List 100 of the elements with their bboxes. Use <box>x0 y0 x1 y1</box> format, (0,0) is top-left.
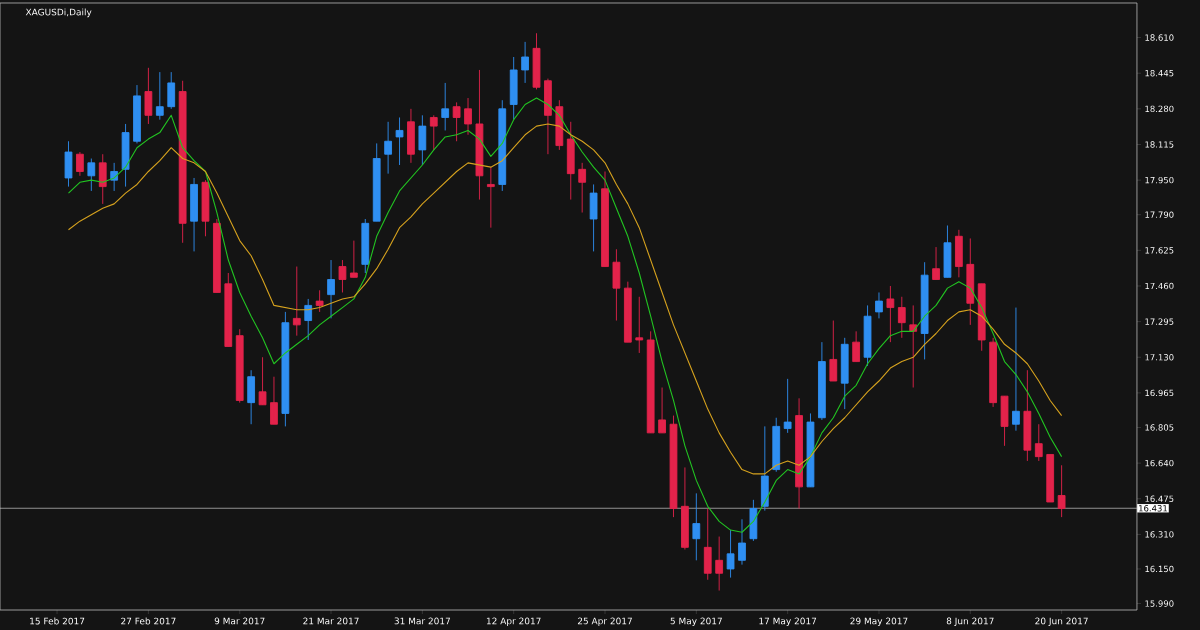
candlestick <box>1057 464 1066 518</box>
x-tick-label: 20 Jun 2017 <box>1035 617 1088 626</box>
candlestick <box>418 114 427 166</box>
x-tick-label: 29 May 2017 <box>850 617 908 627</box>
candlestick <box>498 99 507 192</box>
y-tick-label: 17.625 <box>1145 247 1174 254</box>
candlestick <box>658 387 666 434</box>
x-tick-label: 17 May 2017 <box>759 617 817 627</box>
candlestick <box>544 78 552 155</box>
candlestick <box>623 281 632 343</box>
candlestick <box>521 41 529 84</box>
x-tick-label: 15 Feb 2017 <box>30 617 85 625</box>
y-tick-label: 17.295 <box>1145 318 1174 325</box>
candlestick <box>509 56 518 121</box>
candlestick <box>932 246 940 280</box>
y-tick-label: 17.790 <box>1145 211 1174 218</box>
candlestick <box>167 71 176 110</box>
candlestick <box>1046 454 1055 503</box>
candlestick <box>1012 307 1020 432</box>
x-tick-label: 12 Apr 2017 <box>486 617 541 627</box>
y-tick-label: 18.115 <box>1145 141 1174 148</box>
x-tick-label: 31 Mar 2017 <box>394 617 450 625</box>
candlestick <box>852 330 861 363</box>
candlestick <box>361 218 370 274</box>
candlestick <box>350 240 358 278</box>
candlestick <box>155 71 164 121</box>
candlestick <box>818 341 826 421</box>
candlestick <box>886 285 895 343</box>
candlestick <box>783 378 792 434</box>
x-tick-label: 21 Mar 2017 <box>303 617 359 625</box>
y-tick-label: 15.990 <box>1145 600 1174 607</box>
candlestick <box>612 248 621 321</box>
candlestick <box>76 151 84 177</box>
candlestick <box>201 179 210 237</box>
candlestick <box>384 121 392 175</box>
y-tick-label: 16.475 <box>1145 495 1174 502</box>
candlestick <box>555 99 564 151</box>
y-tick-label: 18.445 <box>1145 70 1174 77</box>
candlestick <box>441 82 450 131</box>
candlestick <box>669 415 678 518</box>
candlestick <box>64 140 73 188</box>
candlestick <box>772 417 781 473</box>
candlestick <box>726 529 735 579</box>
candlestick <box>133 84 141 144</box>
candlestick <box>407 108 415 164</box>
text: XAGUSDi,Daily <box>25 8 92 18</box>
y-tick-label: 16.310 <box>1145 531 1174 538</box>
candlestick <box>429 114 438 151</box>
candlestick <box>235 328 244 404</box>
candlestick <box>452 101 461 142</box>
candlestick <box>224 272 233 347</box>
candlestick <box>258 356 267 406</box>
candlestick <box>578 162 587 213</box>
candlestick <box>372 142 381 222</box>
ref-line-label: 16.431 <box>1139 505 1167 512</box>
candlestick <box>977 283 986 352</box>
y-tick-label: 16.150 <box>1145 565 1174 573</box>
y-tick-label: 16.965 <box>1145 389 1174 397</box>
candlestick <box>703 508 712 581</box>
candlestick <box>749 499 758 542</box>
candlestick <box>566 121 575 201</box>
y-tick-label: 18.280 <box>1145 105 1174 113</box>
candlestick <box>840 337 849 410</box>
candlestick <box>213 218 221 293</box>
y-tick-label: 16.805 <box>1145 424 1174 431</box>
candlestick <box>475 69 484 201</box>
y-tick-label: 17.460 <box>1145 282 1174 290</box>
candlestick <box>395 117 404 166</box>
candlestick <box>806 412 815 488</box>
candlestick <box>144 67 153 125</box>
candlestick <box>98 153 107 205</box>
candlestick <box>178 80 187 244</box>
candlestick <box>760 425 769 512</box>
candlestick <box>1023 369 1032 462</box>
candlestick <box>304 298 313 341</box>
y-tick-label: 17.950 <box>1145 176 1174 184</box>
candlestick <box>292 266 301 337</box>
candlestick <box>247 369 256 425</box>
candlestick <box>486 166 495 229</box>
candlestick <box>989 337 997 408</box>
candlestick <box>646 330 655 434</box>
candlestick <box>920 261 929 360</box>
candlestick <box>121 123 130 188</box>
candlestick <box>270 376 278 425</box>
candlestick <box>681 466 689 550</box>
candlestick <box>875 292 883 319</box>
candlestick <box>829 320 838 382</box>
y-tick-label: 18.610 <box>1145 34 1174 41</box>
candlestick <box>943 225 952 278</box>
candlestick <box>281 311 290 427</box>
candlestick <box>1000 395 1009 447</box>
candlestick <box>532 32 541 90</box>
candlestick <box>863 304 872 367</box>
x-tick-label: 27 Feb 2017 <box>121 617 176 625</box>
candlestick <box>635 296 644 354</box>
candlestick <box>692 492 701 561</box>
candlestick <box>738 518 746 566</box>
candlestick <box>715 536 724 592</box>
x-tick-label: 5 May 2017 <box>670 617 722 627</box>
y-tick-label: 16.640 <box>1145 459 1174 467</box>
